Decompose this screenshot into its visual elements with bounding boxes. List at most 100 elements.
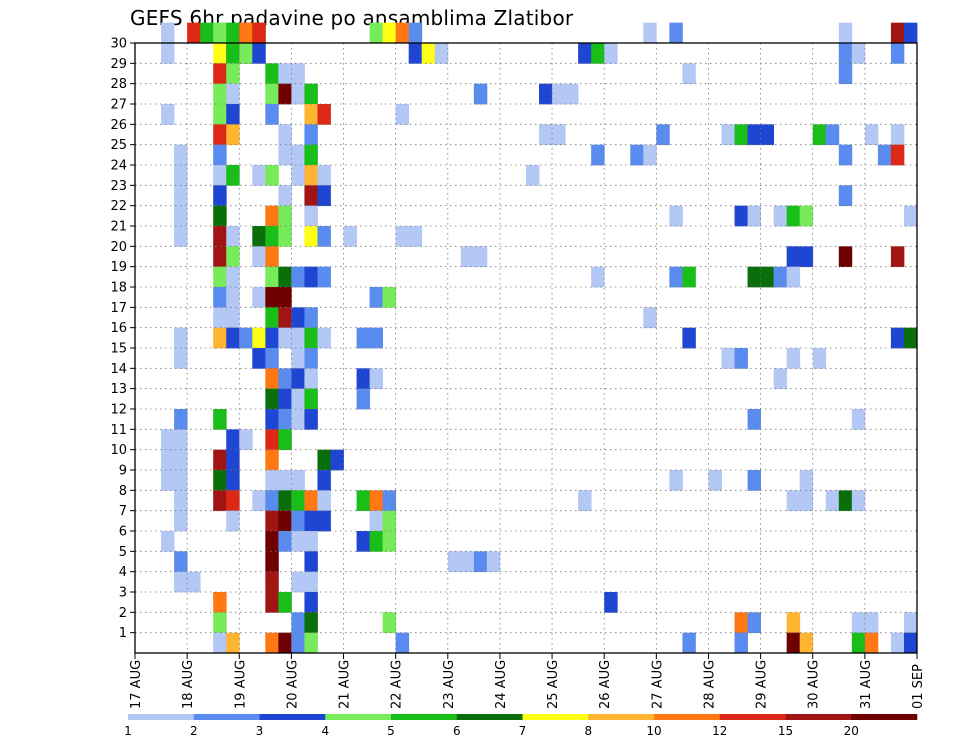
- grid-layer: [135, 43, 918, 653]
- x-tick-label: 30 AUG: [807, 660, 822, 709]
- heat-cell: [278, 409, 292, 430]
- heat-cell: [304, 612, 318, 634]
- heat-cell: [278, 510, 292, 532]
- x-tick-label: 24 AUG: [494, 660, 509, 709]
- heat-cell: [890, 124, 905, 146]
- heat-cell: [278, 83, 292, 105]
- heat-cell: [773, 205, 788, 227]
- heat-cell: [799, 632, 814, 654]
- heat-cell: [304, 632, 318, 654]
- legend-swatch: [785, 714, 852, 720]
- heat-cell: [291, 571, 305, 593]
- y-tick-label: 25: [110, 138, 127, 153]
- heat-cell: [213, 409, 227, 430]
- heat-cell: [838, 185, 853, 207]
- heat-cell: [213, 165, 227, 186]
- legend-swatch: [325, 714, 392, 720]
- heat-cell: [656, 124, 670, 146]
- heat-cell: [252, 348, 266, 369]
- heat-cell: [643, 307, 657, 329]
- heat-cell: [604, 43, 618, 64]
- y-tick-label: 21: [110, 220, 127, 235]
- y-tick-label: 20: [110, 240, 127, 255]
- heat-cell: [773, 266, 788, 288]
- heat-cell: [304, 307, 318, 329]
- heat-cell: [174, 348, 188, 369]
- y-tick-label: 7: [119, 504, 127, 519]
- legend-label: 2: [190, 724, 198, 738]
- legend-label: 1: [124, 724, 132, 738]
- heat-cell: [278, 144, 292, 166]
- heat-cell: [747, 124, 761, 146]
- heat-cell: [213, 144, 227, 166]
- heat-cell: [265, 510, 279, 532]
- y-tick-label: 16: [110, 321, 127, 336]
- x-tick-label: 28 AUG: [703, 660, 718, 709]
- heat-cell: [304, 368, 318, 390]
- heat-cell: [851, 632, 866, 654]
- heat-cell: [265, 205, 279, 227]
- heat-cell: [265, 307, 279, 329]
- heat-cell: [304, 124, 318, 146]
- heat-cell: [278, 205, 292, 227]
- heat-cell: [786, 632, 801, 654]
- legend-label: 8: [584, 724, 592, 738]
- heat-cell: [304, 592, 318, 613]
- y-tick-label: 14: [110, 362, 127, 377]
- y-tick-label: 23: [110, 179, 127, 194]
- heat-cell: [265, 327, 279, 349]
- heat-cell: [317, 185, 331, 207]
- heat-cell: [343, 226, 357, 247]
- heat-cell: [265, 368, 279, 390]
- heat-cell: [369, 22, 384, 44]
- heat-cell: [395, 104, 410, 125]
- heat-cell: [330, 449, 344, 471]
- heat-cell: [721, 124, 735, 146]
- heat-cell: [265, 104, 279, 125]
- x-tick-label: 18 AUG: [181, 660, 196, 709]
- heat-cell: [278, 592, 292, 613]
- legend-swatch: [456, 714, 523, 720]
- heat-cell: [369, 490, 384, 512]
- heat-cell: [226, 429, 240, 451]
- x-tick-label: 22 AUG: [390, 660, 405, 709]
- heat-cell: [252, 22, 266, 44]
- heat-cell: [265, 165, 279, 186]
- legend-swatch: [391, 714, 458, 720]
- heat-cell: [682, 327, 696, 349]
- y-tick-label: 27: [110, 98, 127, 113]
- heat-cell: [304, 571, 318, 593]
- legend-label: 3: [256, 724, 264, 738]
- heat-cell: [304, 388, 318, 410]
- heat-cell: [460, 246, 475, 268]
- heat-cell: [304, 348, 318, 369]
- heat-cell: [395, 22, 410, 44]
- heat-cell: [239, 43, 253, 64]
- heat-cell: [447, 551, 462, 573]
- heat-cell: [174, 185, 188, 207]
- heat-cell: [226, 124, 240, 146]
- heat-cell: [213, 449, 227, 471]
- heat-cell: [304, 327, 318, 349]
- heat-cell: [408, 43, 423, 64]
- heat-cell: [903, 327, 918, 349]
- heat-cell: [278, 226, 292, 247]
- heat-cell: [174, 449, 188, 471]
- heat-cell: [291, 144, 305, 166]
- heat-cell: [682, 266, 696, 288]
- heat-cell: [226, 632, 240, 654]
- heat-cell: [812, 348, 827, 369]
- heat-cell: [382, 612, 397, 634]
- heat-cell: [552, 83, 566, 105]
- heat-cell: [291, 490, 305, 512]
- heat-cell: [838, 22, 853, 44]
- heat-cell: [291, 348, 305, 369]
- heat-cell: [903, 205, 918, 227]
- heat-cell: [239, 22, 253, 44]
- heat-cell: [669, 266, 683, 288]
- heat-cell: [213, 307, 227, 329]
- x-tick-label: 27 AUG: [650, 660, 665, 709]
- heat-cell: [747, 205, 761, 227]
- heat-cell: [760, 266, 775, 288]
